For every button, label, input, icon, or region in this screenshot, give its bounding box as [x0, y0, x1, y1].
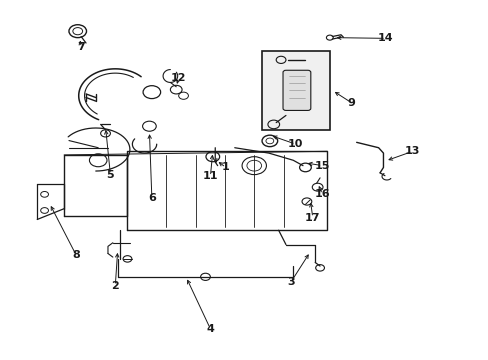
Text: 17: 17	[305, 213, 320, 222]
Text: 13: 13	[404, 146, 420, 156]
Text: 10: 10	[287, 139, 303, 149]
Text: 16: 16	[314, 189, 330, 199]
Text: 11: 11	[202, 171, 218, 181]
Text: 9: 9	[347, 98, 355, 108]
Text: 4: 4	[206, 324, 214, 334]
Text: 6: 6	[147, 193, 156, 203]
Text: 14: 14	[377, 33, 393, 43]
Text: 2: 2	[111, 281, 119, 291]
Text: 15: 15	[314, 161, 329, 171]
Text: 1: 1	[222, 162, 229, 172]
Text: 12: 12	[171, 73, 186, 83]
FancyBboxPatch shape	[283, 70, 310, 111]
Bar	[261, 51, 329, 130]
Text: 3: 3	[286, 277, 294, 287]
Text: 5: 5	[106, 170, 114, 180]
Text: 8: 8	[72, 250, 80, 260]
Text: 7: 7	[77, 42, 85, 52]
